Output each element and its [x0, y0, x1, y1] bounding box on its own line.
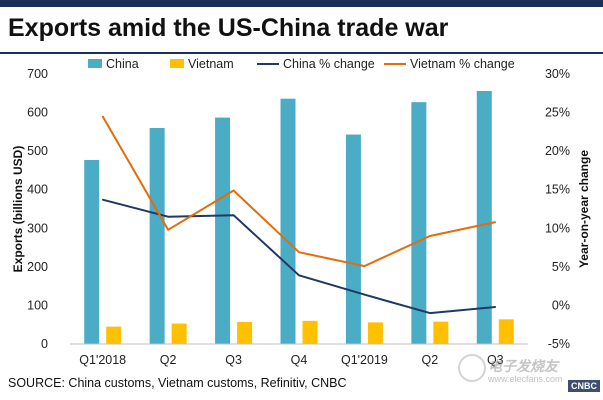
- legend-swatch-vietnam: [170, 59, 184, 68]
- bar-vietnam: [302, 320, 318, 344]
- chart-title: Exports amid the US-China trade war: [8, 14, 449, 42]
- x-tick-label: Q1'2018: [79, 353, 126, 367]
- x-tick-label: Q3: [225, 353, 242, 367]
- x-tick-label: Q1'2019: [341, 353, 388, 367]
- y-tick-label: 300: [27, 221, 48, 235]
- bar-vietnam: [171, 323, 187, 344]
- point-china-pct-change: [232, 214, 235, 216]
- x-tick-label: Q4: [291, 353, 308, 367]
- y2-tick-label: 15%: [545, 183, 570, 197]
- legend-label-china-pct: China % change: [283, 57, 375, 71]
- legend-label-vietnam-pct: Vietnam % change: [410, 57, 515, 71]
- y2-tick-label: -5%: [548, 337, 570, 351]
- y2-tick-label: 25%: [545, 106, 570, 120]
- y-tick-label: 700: [27, 67, 48, 81]
- y2-axis-label: Year-on-year change: [577, 150, 591, 268]
- point-china-pct-change: [494, 306, 497, 308]
- point-vietnam-pct-change: [494, 221, 497, 223]
- bar-china: [84, 160, 100, 344]
- watermark: 电子发烧友 www.elecfans.com CNBC: [458, 352, 600, 396]
- y-tick-label: 200: [27, 260, 48, 274]
- bar-vietnam: [367, 322, 383, 344]
- y2-tick-label: 30%: [545, 67, 570, 81]
- x-tick-label: Q2: [422, 353, 439, 367]
- watermark-text: 电子发烧友: [488, 358, 558, 374]
- y2-tick-label: 10%: [545, 221, 570, 235]
- point-vietnam-pct-change: [167, 229, 169, 231]
- bar-china: [411, 102, 427, 345]
- point-china-pct-change: [429, 312, 431, 314]
- top-brand-bar: [0, 0, 603, 7]
- y-tick-label: 100: [27, 298, 48, 312]
- point-vietnam-pct-change: [363, 265, 366, 267]
- cnbc-logo: CNBC: [568, 380, 600, 392]
- legend-label-china: China: [106, 57, 139, 71]
- bar-china: [149, 128, 165, 344]
- point-vietnam-pct-change: [429, 235, 431, 237]
- point-vietnam-pct-change: [298, 251, 300, 253]
- point-vietnam-pct-change: [232, 189, 235, 192]
- y-tick-label: 400: [27, 183, 48, 197]
- bar-china: [476, 90, 492, 344]
- bar-vietnam: [433, 321, 449, 344]
- y2-tick-label: 0%: [552, 298, 570, 312]
- x-tick-label: Q2: [160, 353, 177, 367]
- y-axis-label: Exports (billions USD): [11, 146, 25, 273]
- watermark-circle-icon: [458, 354, 486, 382]
- bar-vietnam: [106, 326, 122, 344]
- bar-china: [280, 98, 296, 344]
- y2-tick-label: 5%: [552, 260, 570, 274]
- y-tick-label: 600: [27, 106, 48, 120]
- point-china-pct-change: [363, 293, 366, 296]
- point-china-pct-change: [298, 274, 300, 277]
- point-vietnam-pct-change: [101, 115, 104, 118]
- bar-vietnam: [498, 319, 514, 344]
- legend-swatch-china: [88, 59, 102, 68]
- x-tick-label: Q3: [487, 353, 504, 367]
- bar-vietnam: [237, 322, 253, 344]
- point-china-pct-change: [167, 215, 169, 218]
- source-note: SOURCE: China customs, Vietnam customs, …: [8, 376, 347, 390]
- y-tick-label: 0: [41, 337, 48, 351]
- watermark-url: www.elecfans.com: [488, 374, 563, 384]
- legend-label-vietnam: Vietnam: [188, 57, 234, 71]
- bar-china: [345, 134, 361, 344]
- y2-tick-label: 20%: [545, 144, 570, 158]
- point-china-pct-change: [101, 198, 104, 201]
- y-tick-label: 500: [27, 144, 48, 158]
- bar-china: [215, 117, 231, 344]
- title-rule: [0, 52, 603, 54]
